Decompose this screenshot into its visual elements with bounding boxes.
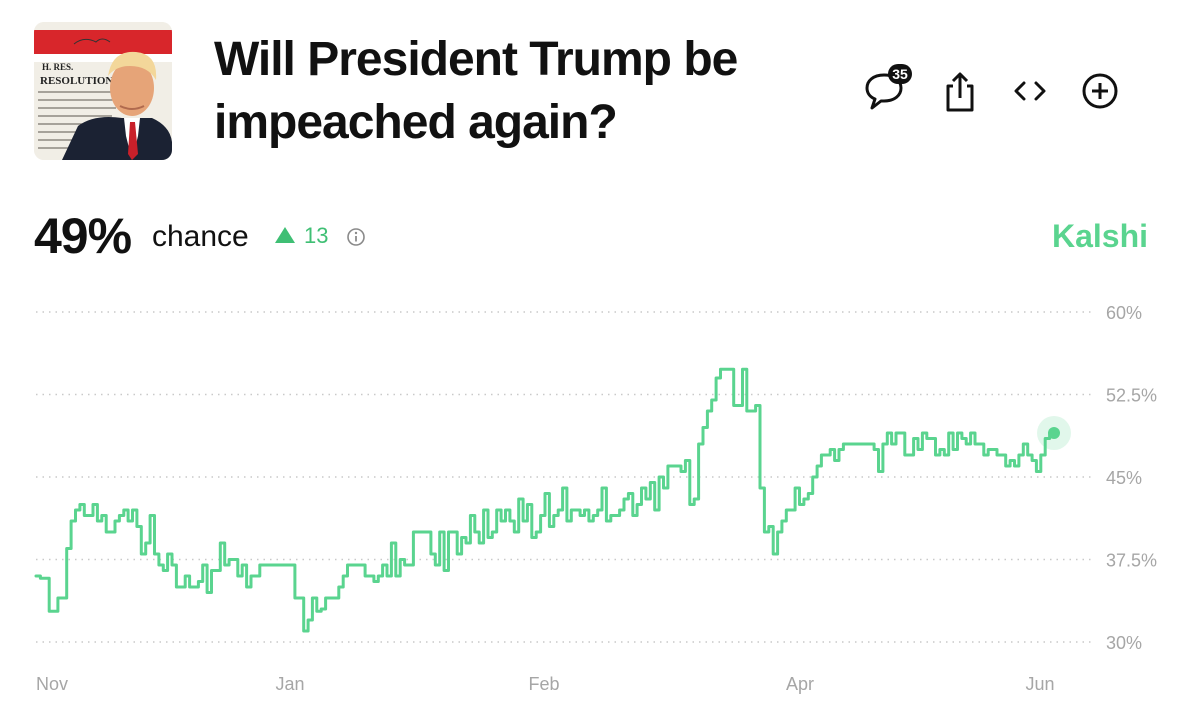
comment-count-badge: 35 xyxy=(888,64,912,84)
probability-change: 13 xyxy=(304,223,329,248)
source-label[interactable]: Kalshi xyxy=(1051,218,1148,254)
x-tick-label: Apr xyxy=(786,674,814,694)
y-tick-label: 37.5% xyxy=(1106,551,1157,571)
add-button[interactable] xyxy=(1076,66,1124,118)
probability-value: 49% xyxy=(34,208,132,264)
market-actions xyxy=(860,66,1130,118)
comments-button[interactable] xyxy=(860,66,908,118)
embed-button[interactable] xyxy=(1006,66,1054,118)
plus-circle-icon xyxy=(1082,73,1118,109)
x-tick-label: Jan xyxy=(275,674,304,694)
last-point-marker[interactable] xyxy=(1048,427,1060,439)
x-axis-ticks: Nov Jan Feb Apr Jun xyxy=(36,674,1055,694)
y-tick-label: 52.5% xyxy=(1106,386,1157,406)
probability-summary: 49% chance 13 Kalshi xyxy=(34,206,1174,270)
triangle-up-icon xyxy=(275,227,295,243)
page-title: Will President Trump be impeached again? xyxy=(214,33,738,149)
x-tick-label: Nov xyxy=(36,674,68,694)
y-tick-label: 45% xyxy=(1106,468,1142,488)
thumbnail-label: H. RES. xyxy=(42,62,73,72)
info-icon[interactable] xyxy=(346,227,366,247)
thumbnail-heading: RESOLUTION xyxy=(40,75,113,87)
y-tick-label: 60% xyxy=(1106,303,1142,323)
thumbnail-image: H. RES. RESOLUTION xyxy=(34,22,172,160)
market-thumbnail: H. RES. RESOLUTION xyxy=(34,22,172,160)
x-tick-label: Jun xyxy=(1025,674,1054,694)
code-brackets-icon xyxy=(1014,81,1046,101)
comment-bubble-icon xyxy=(865,73,903,110)
chart-grid xyxy=(36,311,1092,643)
share-icon xyxy=(946,72,974,112)
series-line xyxy=(34,367,1056,633)
x-tick-label: Feb xyxy=(528,674,559,694)
price-chart: 30% 37.5% 45% 52.5% 60% Nov Jan Feb Apr Jun xyxy=(34,303,1157,694)
y-axis-ticks: 30% 37.5% 45% 52.5% 60% xyxy=(1106,303,1157,653)
y-tick-label: 30% xyxy=(1106,633,1142,653)
share-button[interactable] xyxy=(936,66,984,118)
chance-label: chance xyxy=(152,220,249,253)
